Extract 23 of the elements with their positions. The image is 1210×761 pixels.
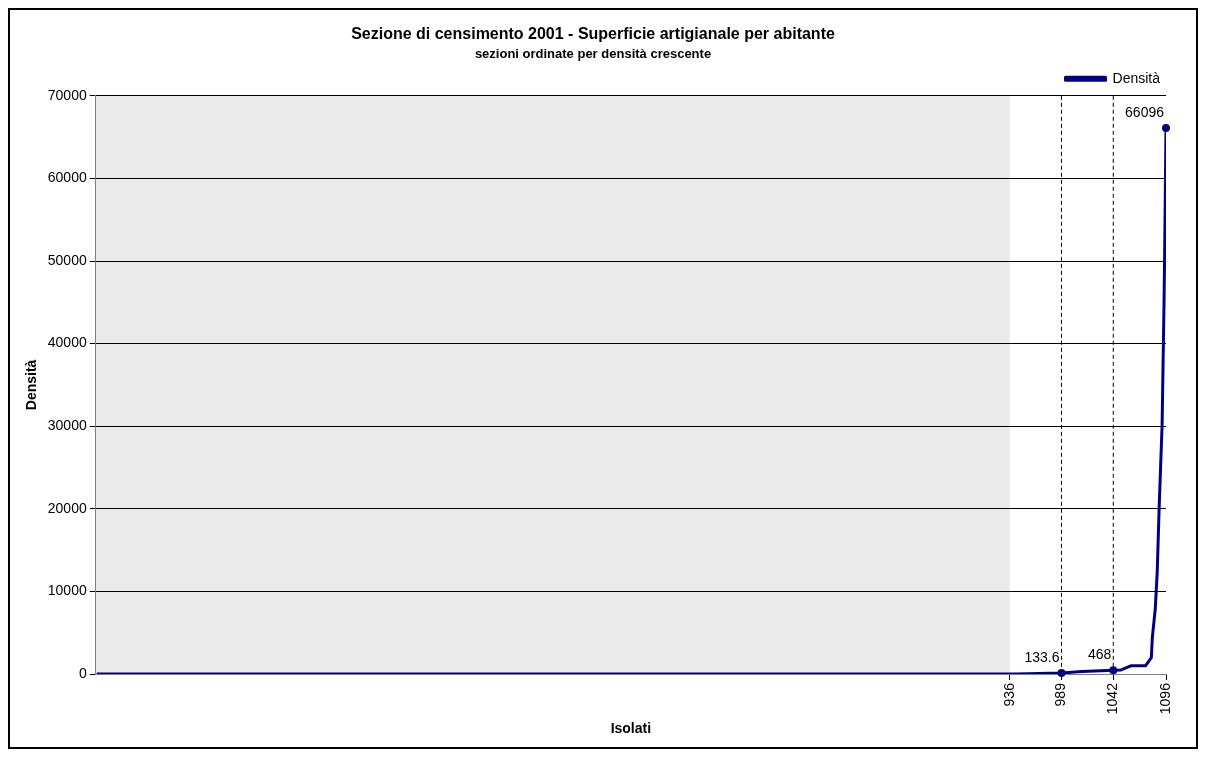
x-tick-label: 936: [1000, 682, 1017, 707]
point: [1057, 668, 1066, 677]
annotation: 468: [1087, 646, 1112, 663]
y-tick-label: 60000: [47, 169, 87, 186]
y-tick-label: 0: [78, 664, 87, 681]
chart-subtitle: sezioni ordinate per densità crescente: [474, 45, 712, 61]
y-tick-label: 10000: [47, 582, 87, 599]
x-tick-label: 989: [1052, 682, 1069, 707]
y-tick-label: 50000: [47, 251, 87, 268]
y-tick-label: 40000: [47, 334, 87, 351]
legend-label: Densità: [1112, 69, 1161, 86]
point: [1162, 124, 1170, 133]
y-tick-label: 20000: [47, 499, 87, 516]
y-tick-label: 30000: [47, 417, 87, 434]
y-axis-title: Densità: [23, 359, 40, 411]
x-tick-label: 1096: [1156, 682, 1173, 715]
point: [1109, 666, 1118, 675]
chart-title: Sezione di censimento 2001 - Superficie artigianale per abitante: [351, 25, 835, 43]
annotation: 66096: [1125, 103, 1165, 120]
x-tick-label: 1042: [1104, 682, 1121, 715]
annotation: 133.6: [1024, 648, 1060, 665]
x-axis-title: Isolati: [610, 720, 652, 737]
y-tick-label: 70000: [47, 86, 87, 103]
